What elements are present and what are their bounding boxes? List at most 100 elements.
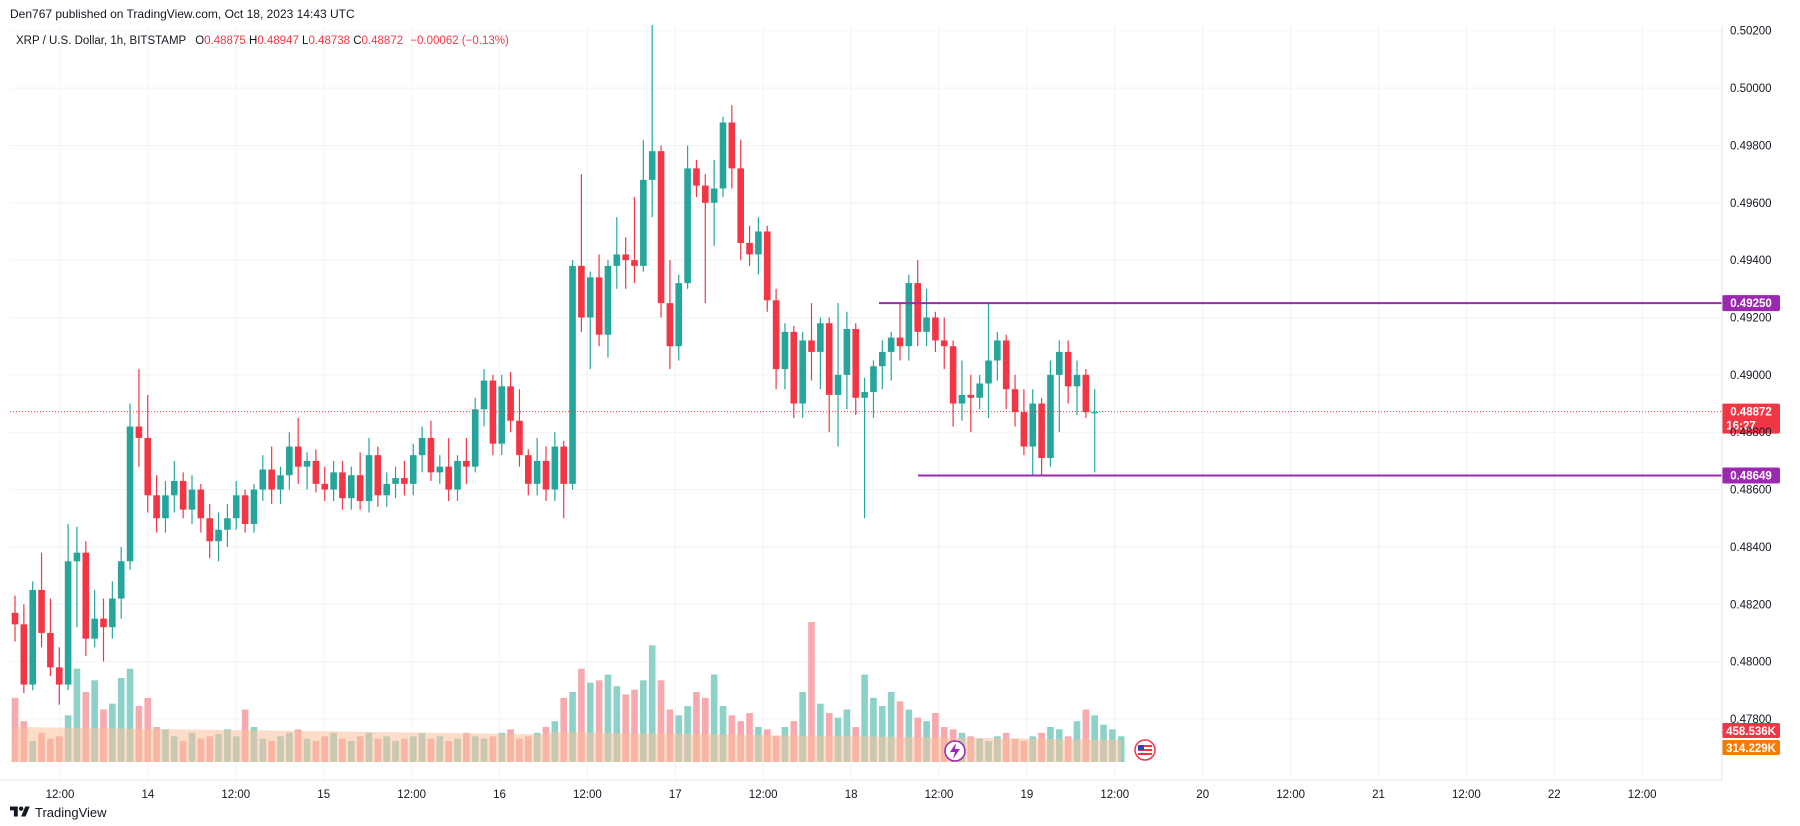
publisher-info: Den767 published on TradingView.com, Oct…: [10, 7, 355, 21]
volume-bar: [702, 697, 709, 762]
candle-body: [914, 283, 921, 332]
price-axis[interactable]: 0.47800 0.48000 0.48200 0.48400 0.48600 0.488…: [1721, 25, 1772, 780]
price-tick-label: 0.49200: [1730, 313, 1772, 325]
time-axis[interactable]: 12:00 14 12:00 15 12:00 16 12:00 17 12:00 18 12:00…: [0, 779, 1722, 800]
candle-body: [224, 518, 231, 530]
candle-body: [241, 495, 249, 524]
price-tick-label: 0.49600: [1730, 198, 1772, 210]
candle-body: [551, 446, 559, 490]
candle-body: [560, 446, 567, 484]
candle-body: [1064, 351, 1072, 387]
time-tick-label: 15: [317, 789, 330, 800]
volume-bar: [817, 703, 824, 762]
volume-bar: [117, 678, 125, 762]
chart[interactable]: 0.49250 0.48649 0.48872 16:27 458.536K 314.22…: [0, 0, 1800, 800]
candle-body: [516, 420, 523, 456]
candle-body: [533, 460, 541, 484]
volume-tag: [1722, 723, 1780, 738]
candle-body: [232, 495, 240, 519]
volume-ma-area: [11, 727, 1122, 762]
candle-body: [321, 483, 329, 490]
candle-body: [480, 380, 488, 410]
legend-low-label: L: [302, 35, 309, 47]
volume-bar: [861, 674, 868, 762]
volume-bar: [586, 682, 594, 762]
tradingview-logo-icon: [10, 806, 30, 817]
candle-body: [1011, 389, 1019, 413]
volume-bar: [126, 668, 134, 762]
volume-bar: [905, 709, 913, 762]
candle-body: [356, 475, 364, 502]
candle-body: [940, 340, 948, 347]
candle-body: [117, 561, 125, 599]
candle-body: [746, 242, 753, 255]
event-icons[interactable]: [944, 739, 1156, 762]
volume-bar: [1082, 709, 1090, 762]
volume-ma-tag-label: 314.229K: [1726, 743, 1777, 755]
candle-body: [82, 552, 90, 639]
candle-body: [834, 374, 842, 395]
volume-bar: [613, 686, 621, 762]
candle-body: [418, 437, 426, 456]
candle-body: [817, 323, 824, 352]
time-tick-label: 17: [669, 789, 682, 800]
volume-bar: [870, 697, 877, 762]
candle-body: [958, 394, 966, 404]
candle-body: [923, 317, 930, 332]
candle-body: [640, 179, 647, 266]
candle-body: [852, 328, 860, 398]
candle-body: [896, 337, 904, 347]
volume-bars: [11, 622, 1125, 762]
candle-body: [294, 446, 302, 467]
candle-body: [250, 489, 258, 524]
current-price-tag: [1722, 403, 1780, 434]
legend-open-value: 0.48875: [204, 35, 246, 47]
candle-body: [525, 455, 532, 484]
candle-body: [905, 283, 913, 347]
tradingview-logo[interactable]: TradingView: [10, 804, 107, 820]
volume-bar: [73, 668, 81, 762]
candle-body: [595, 277, 603, 335]
candle-body: [11, 612, 19, 625]
lightning-icon[interactable]: [944, 740, 966, 762]
candle-body: [64, 561, 72, 685]
candle-body: [657, 151, 665, 304]
candle-body: [179, 480, 187, 510]
candle-body: [1002, 340, 1010, 390]
candle-body: [763, 231, 771, 301]
candle-body: [1020, 412, 1028, 447]
volume-bar: [896, 701, 904, 762]
candle-body: [427, 437, 435, 473]
price-tick-label: 0.50200: [1730, 26, 1772, 38]
price-tick-label: 0.48600: [1730, 485, 1772, 497]
time-tick-label: 19: [1021, 789, 1034, 800]
us-flag-icon[interactable]: [1134, 739, 1156, 761]
candle-body: [976, 383, 983, 398]
legend-high-value: 0.48947: [257, 35, 299, 47]
time-tick-label: 12:00: [749, 789, 778, 800]
time-tick-label: 12:00: [221, 789, 250, 800]
candle-body: [135, 426, 143, 438]
candle-body: [666, 303, 674, 347]
level-price-tag: [1722, 295, 1780, 312]
horizontal-levels[interactable]: 0.49250 0.48649 0.48872 16:27 458.536K 314.22…: [10, 295, 1780, 755]
candle-body: [374, 455, 382, 496]
candle-body: [507, 386, 514, 421]
candle-body: [1029, 403, 1037, 447]
candle-body: [330, 472, 337, 490]
candle-body: [259, 469, 267, 490]
brand-name: TradingView: [35, 804, 107, 820]
candle-body: [622, 254, 629, 261]
candle-body: [949, 346, 957, 404]
volume-bar: [648, 645, 656, 762]
price-tick-label: 0.49400: [1730, 255, 1772, 267]
time-tick-label: 16: [493, 789, 506, 800]
candle-body: [879, 351, 886, 367]
candle-body: [100, 618, 107, 628]
candle-body: [710, 188, 718, 203]
symbol-legend: XRP / U.S. Dollar, 1h, BITSTAMP O0.48875…: [16, 35, 509, 47]
price-tick-label: 0.48800: [1730, 427, 1772, 439]
volume-bar: [640, 680, 647, 762]
candle-body: [339, 472, 346, 499]
candle-body: [684, 168, 691, 284]
